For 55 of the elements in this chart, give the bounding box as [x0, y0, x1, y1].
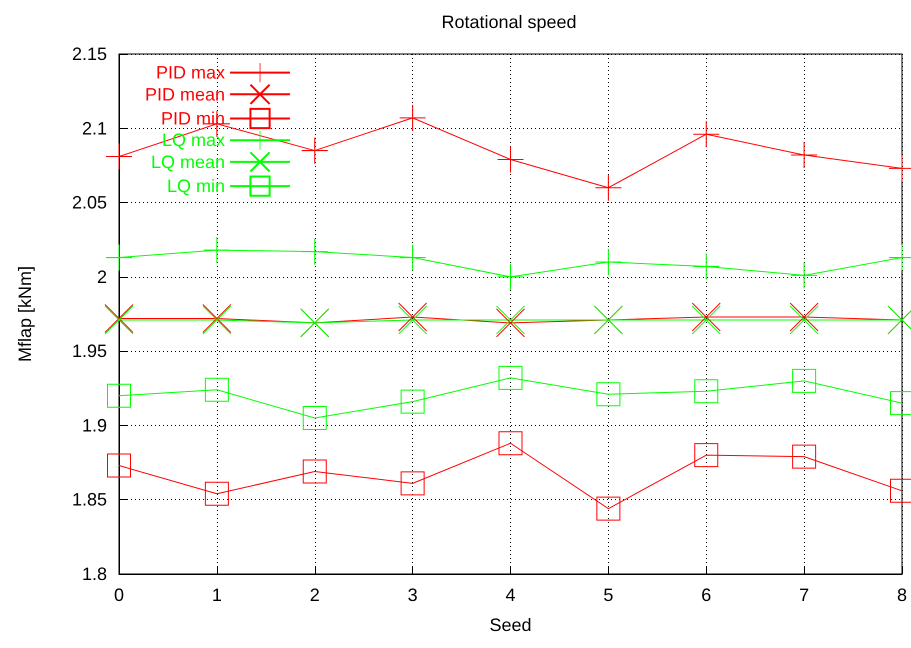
x-axis-title: Seed — [489, 615, 532, 635]
point — [400, 244, 426, 271]
point — [204, 237, 230, 264]
x-tick-label: 8 — [896, 585, 908, 605]
point — [596, 382, 620, 406]
point — [302, 459, 327, 484]
point — [693, 253, 720, 280]
point — [693, 121, 720, 148]
x-tick-label: 0 — [114, 585, 124, 605]
x-tick-label: 3 — [408, 585, 418, 605]
point — [302, 406, 327, 430]
y-tick-label: 2.15 — [72, 44, 107, 64]
x-tick-label: 6 — [701, 585, 712, 605]
point — [400, 471, 425, 496]
point — [792, 444, 816, 469]
point — [400, 390, 425, 414]
point — [107, 384, 131, 408]
point — [791, 262, 818, 288]
legend-label: PID mean — [144, 84, 226, 104]
x-tick-label: 1 — [212, 585, 222, 605]
point — [204, 378, 229, 402]
y-axis-title: Mflap [kNm] — [15, 266, 35, 362]
point — [400, 104, 426, 131]
point — [498, 264, 524, 290]
point — [498, 146, 524, 172]
y-tick-label: 2.1 — [82, 118, 107, 138]
point — [204, 482, 229, 506]
y-tick-label: 1.85 — [72, 490, 107, 510]
x-tick-label: 2 — [310, 585, 320, 605]
point — [792, 368, 816, 393]
point — [595, 249, 622, 275]
point — [106, 244, 132, 271]
point — [791, 142, 818, 168]
legend-label: PID max — [156, 62, 226, 83]
y-tick-label: 2.05 — [72, 192, 107, 213]
point — [106, 144, 132, 170]
x-tick-label: 4 — [505, 585, 516, 605]
point — [694, 379, 718, 404]
point — [498, 366, 522, 390]
x-tick-label: 7 — [799, 585, 810, 605]
point — [596, 496, 620, 521]
y-tick-label: 2 — [96, 266, 107, 287]
y-tick-label: 1.95 — [72, 341, 107, 362]
point — [107, 454, 131, 478]
point — [302, 238, 328, 265]
legend-label: LQ min — [167, 176, 226, 196]
legend-label: LQ mean — [150, 152, 226, 172]
x-tick-label: 5 — [603, 585, 614, 605]
chart-title: Rotational speed — [441, 12, 577, 32]
point — [595, 174, 622, 201]
point — [694, 443, 718, 468]
y-tick-label: 1.9 — [82, 415, 107, 436]
y-tick-label: 1.8 — [82, 564, 107, 584]
point — [498, 431, 522, 456]
point — [302, 138, 328, 164]
